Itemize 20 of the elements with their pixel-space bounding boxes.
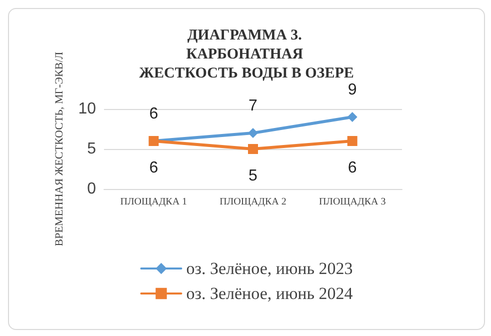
y-axis-title: ВРЕМЕННАЯ ЖЕСТКОСТЬ, МГ-ЭКВ/Л: [54, 51, 66, 246]
y-tick-label: 0: [87, 180, 96, 198]
point: [347, 136, 358, 146]
x-tick-label: ПЛОЩАДКА 1: [120, 196, 188, 208]
point: [248, 128, 258, 138]
y-tick-label: 5: [87, 140, 96, 158]
data-label: 7: [248, 98, 258, 114]
data-label: 9: [348, 82, 357, 98]
data-label: 6: [149, 160, 158, 176]
y-tick-label: 10: [78, 100, 96, 118]
x-tick-label: ПЛОЩАДКА 2: [220, 196, 286, 208]
point: [248, 144, 258, 154]
x-tick-label: ПЛОЩАДКА 3: [318, 196, 386, 208]
data-label: 6: [149, 106, 158, 122]
data-label: 6: [348, 160, 357, 176]
point: [347, 112, 358, 122]
legend-label: оз. Зелёное, июнь 2023: [186, 259, 353, 278]
data-label: 5: [248, 168, 258, 184]
legend-label: оз. Зелёное, июнь 2024: [186, 284, 354, 303]
chart-title: ДИАГРАММА 3. КАРБОНАТНАЯ ЖЕСТКОСТЬ ВОДЫ В ОЗЕРЕ: [139, 28, 354, 82]
